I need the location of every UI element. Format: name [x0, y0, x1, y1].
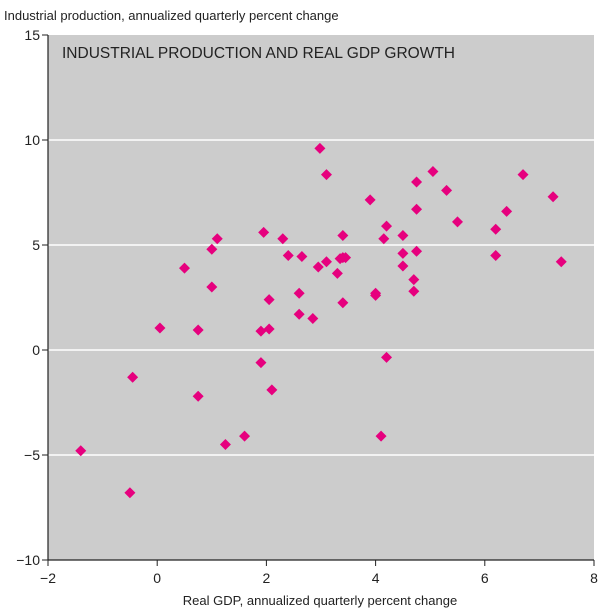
data-point: [314, 142, 326, 154]
data-point: [547, 191, 559, 203]
y-tick-label: 0: [32, 342, 40, 358]
data-point: [411, 203, 423, 215]
x-tick-label: −2: [40, 570, 56, 586]
data-point: [337, 297, 349, 309]
plot-area: [48, 35, 594, 560]
data-point: [490, 223, 502, 235]
data-point: [255, 325, 267, 337]
data-point: [239, 430, 251, 442]
data-point: [397, 260, 409, 272]
data-point: [364, 194, 376, 206]
data-point: [370, 287, 382, 299]
data-point: [378, 233, 390, 245]
data-point: [501, 205, 513, 217]
data-point: [441, 184, 453, 196]
y-tick-label: −5: [24, 447, 40, 463]
data-point: [75, 445, 87, 457]
data-point: [375, 430, 387, 442]
x-tick-label: 8: [590, 570, 598, 586]
data-point: [408, 285, 420, 297]
data-point: [307, 313, 319, 324]
x-axis-ticks: −2 0 2 4 6 8: [40, 559, 598, 586]
data-point: [517, 169, 529, 181]
data-point: [320, 256, 332, 268]
data-points: [75, 142, 567, 499]
data-point: [296, 251, 308, 263]
data-point: [211, 233, 223, 245]
x-tick-label: 4: [372, 570, 380, 586]
y-tick-label: −10: [16, 552, 40, 568]
data-point: [555, 256, 567, 268]
data-point: [266, 384, 278, 396]
y-axis-title: Industrial production, annualized quarte…: [4, 8, 339, 23]
data-point: [452, 216, 463, 228]
data-point: [258, 226, 270, 238]
data-point: [490, 250, 502, 261]
data-point: [381, 220, 393, 232]
data-point: [411, 245, 423, 257]
data-point: [312, 261, 324, 273]
data-point: [192, 324, 204, 336]
data-point: [408, 274, 420, 286]
x-tick-label: 6: [481, 570, 489, 586]
gridlines: [48, 139, 594, 456]
data-point: [206, 243, 218, 255]
y-tick-label: 5: [32, 237, 40, 253]
data-point: [219, 439, 231, 450]
data-point: [263, 323, 275, 335]
data-point: [192, 390, 204, 402]
data-point: [337, 230, 349, 242]
x-tick-label: 0: [153, 570, 161, 586]
x-axis-title: Real GDP, annualized quarterly percent c…: [183, 593, 457, 608]
data-point: [331, 267, 343, 279]
data-point: [206, 281, 218, 293]
data-point: [277, 233, 289, 245]
data-point: [127, 371, 139, 383]
chart-title: INDUSTRIAL PRODUCTION AND REAL GDP GROWT…: [62, 45, 455, 62]
data-point: [179, 262, 190, 274]
data-point: [255, 357, 267, 369]
data-point: [340, 252, 352, 264]
data-point: [293, 287, 305, 299]
data-point: [427, 166, 439, 177]
data-point: [293, 308, 305, 320]
data-point: [320, 169, 332, 181]
y-tick-label: 10: [24, 132, 40, 148]
data-point: [154, 322, 166, 334]
data-point: [124, 487, 136, 499]
x-tick-label: 2: [263, 570, 271, 586]
y-tick-label: 15: [24, 27, 40, 43]
y-axis-ticks: −10 −5 0 5 10 15: [16, 27, 49, 568]
data-point: [397, 230, 409, 242]
data-point: [397, 247, 409, 259]
data-point: [381, 351, 393, 363]
data-point: [282, 250, 294, 261]
data-point: [411, 176, 423, 188]
data-point: [263, 294, 275, 306]
